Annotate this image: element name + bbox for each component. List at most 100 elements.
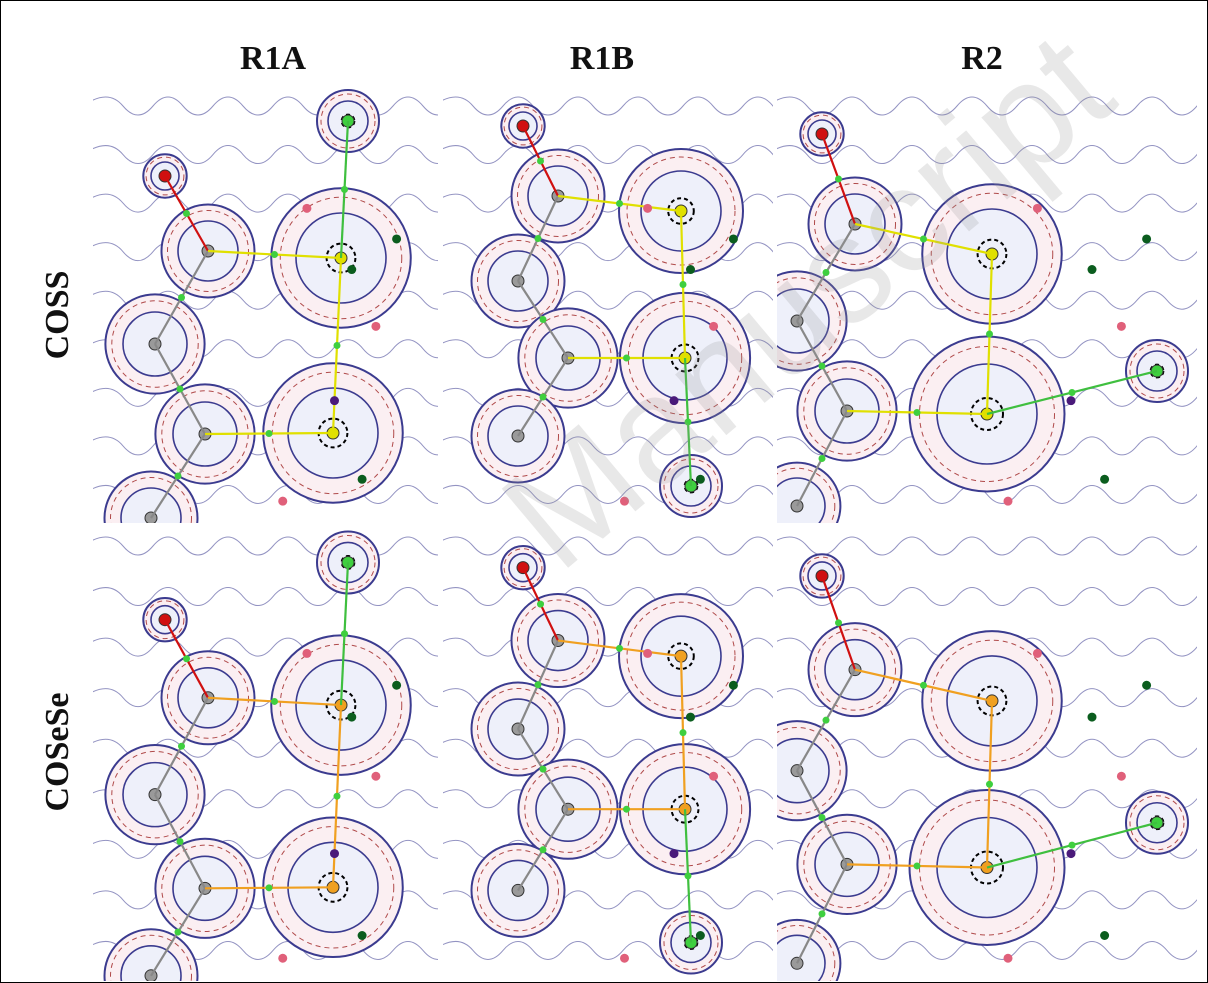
negative-laplacian-contour: [814, 183, 896, 265]
critical-point: [278, 496, 288, 506]
critical-point: [686, 712, 695, 722]
critical-point: [686, 265, 695, 275]
critical-point: [669, 396, 679, 406]
negative-laplacian-contour: [477, 240, 559, 322]
critical-point: [347, 712, 357, 722]
row-title-cosese: COSeSe: [39, 692, 76, 812]
background-contour: [443, 587, 773, 607]
negative-laplacian-contour: [1129, 795, 1185, 851]
negative-laplacian-contour: [627, 752, 743, 867]
contour-plot-cosese-r2: [777, 536, 1197, 981]
negative-laplacian-contour: [503, 106, 543, 146]
critical-point: [1087, 265, 1097, 275]
critical-point: [669, 849, 679, 859]
critical-point: [357, 931, 367, 940]
negative-laplacian-contour: [663, 458, 719, 514]
bond-critical-point: [183, 210, 190, 217]
panel-coss-r2: [777, 86, 1197, 523]
bond-critical-point: [174, 928, 182, 936]
contour-plot-coss-r1b: [443, 96, 773, 518]
critical-point: [330, 849, 339, 859]
negative-laplacian-contour: [930, 192, 1054, 316]
critical-point: [392, 680, 402, 690]
bond-critical-point: [1068, 389, 1076, 396]
critical-point: [1032, 203, 1042, 213]
background-contour: [93, 193, 438, 213]
critical-point: [695, 474, 705, 484]
bond-critical-point: [616, 200, 623, 207]
critical-point: [357, 474, 367, 484]
negative-laplacian-contour: [167, 210, 249, 292]
negative-laplacian-contour: [279, 643, 403, 767]
negative-laplacian-contour: [503, 548, 543, 588]
critical-point: [371, 321, 381, 331]
negative-laplacian-contour: [477, 395, 559, 477]
bond-critical-point: [183, 655, 190, 663]
background-contour: [777, 587, 1197, 607]
bond-critical-point: [271, 697, 278, 705]
bond-critical-point: [534, 235, 542, 242]
background-contour: [443, 536, 773, 556]
negative-laplacian-contour: [477, 688, 559, 771]
background-contour: [443, 940, 773, 960]
bond-critical-point: [679, 729, 687, 737]
bond-critical-point: [818, 910, 826, 918]
critical-point: [620, 496, 629, 506]
bond-critical-point: [178, 294, 185, 301]
background-contour: [777, 145, 1197, 165]
bond-critical-point: [176, 385, 184, 393]
column-title-r1a: R1A: [239, 40, 307, 77]
bond-critical-point: [684, 872, 692, 880]
bond-critical-point: [539, 765, 547, 773]
negative-laplacian-contour: [145, 600, 185, 640]
bond-critical-point: [265, 430, 273, 437]
bond-critical-point: [616, 644, 623, 652]
column-title-r2: R2: [961, 40, 1003, 77]
negative-laplacian-contour: [626, 601, 736, 711]
contour-plot-cosese-r1a: [93, 530, 438, 981]
background-contour: [93, 96, 438, 116]
bond-critical-point: [1068, 841, 1076, 849]
negative-laplacian-contour: [814, 628, 896, 711]
critical-point: [392, 234, 402, 244]
row-title-coss: COSS: [39, 270, 76, 360]
negative-laplacian-contour: [111, 750, 199, 839]
contour-plot-cosese-r1b: [443, 536, 773, 975]
core-contour: [670, 343, 700, 373]
negative-laplacian-contour: [145, 156, 185, 196]
critical-point: [347, 265, 357, 275]
contour-plot-coss-r2: [777, 96, 1197, 523]
bond-critical-point: [920, 681, 927, 689]
atom-contour: [777, 934, 826, 981]
critical-point: [1116, 321, 1126, 331]
bond-critical-point: [539, 316, 547, 323]
bond-critical-point: [913, 862, 921, 870]
bond-critical-point: [623, 805, 630, 813]
negative-laplacian-contour: [111, 300, 199, 388]
critical-point: [302, 648, 312, 658]
bond-critical-point: [341, 186, 348, 193]
negative-laplacian-contour: [802, 556, 842, 596]
panel-cosese-r2: [777, 526, 1197, 981]
background-contour: [93, 536, 438, 556]
critical-point: [643, 203, 653, 213]
negative-laplacian-contour: [777, 277, 841, 365]
critical-point: [1066, 849, 1076, 859]
bond-critical-point: [986, 780, 993, 788]
critical-point: [1100, 474, 1110, 484]
background-contour: [93, 587, 438, 607]
bond-critical-point: [822, 716, 830, 724]
bond-critical-point: [679, 281, 687, 288]
critical-point: [709, 771, 719, 781]
core-contour: [667, 642, 695, 670]
critical-point: [620, 953, 629, 963]
negative-laplacian-contour: [320, 534, 376, 590]
negative-laplacian-contour: [279, 196, 403, 320]
bond-critical-point: [684, 418, 692, 426]
bond-critical-point: [986, 330, 993, 338]
negative-laplacian-contour: [517, 155, 599, 237]
background-contour: [777, 940, 1197, 960]
nucleus-marker: [511, 883, 525, 897]
negative-laplacian-contour: [777, 467, 836, 523]
negative-laplacian-contour: [110, 934, 192, 981]
